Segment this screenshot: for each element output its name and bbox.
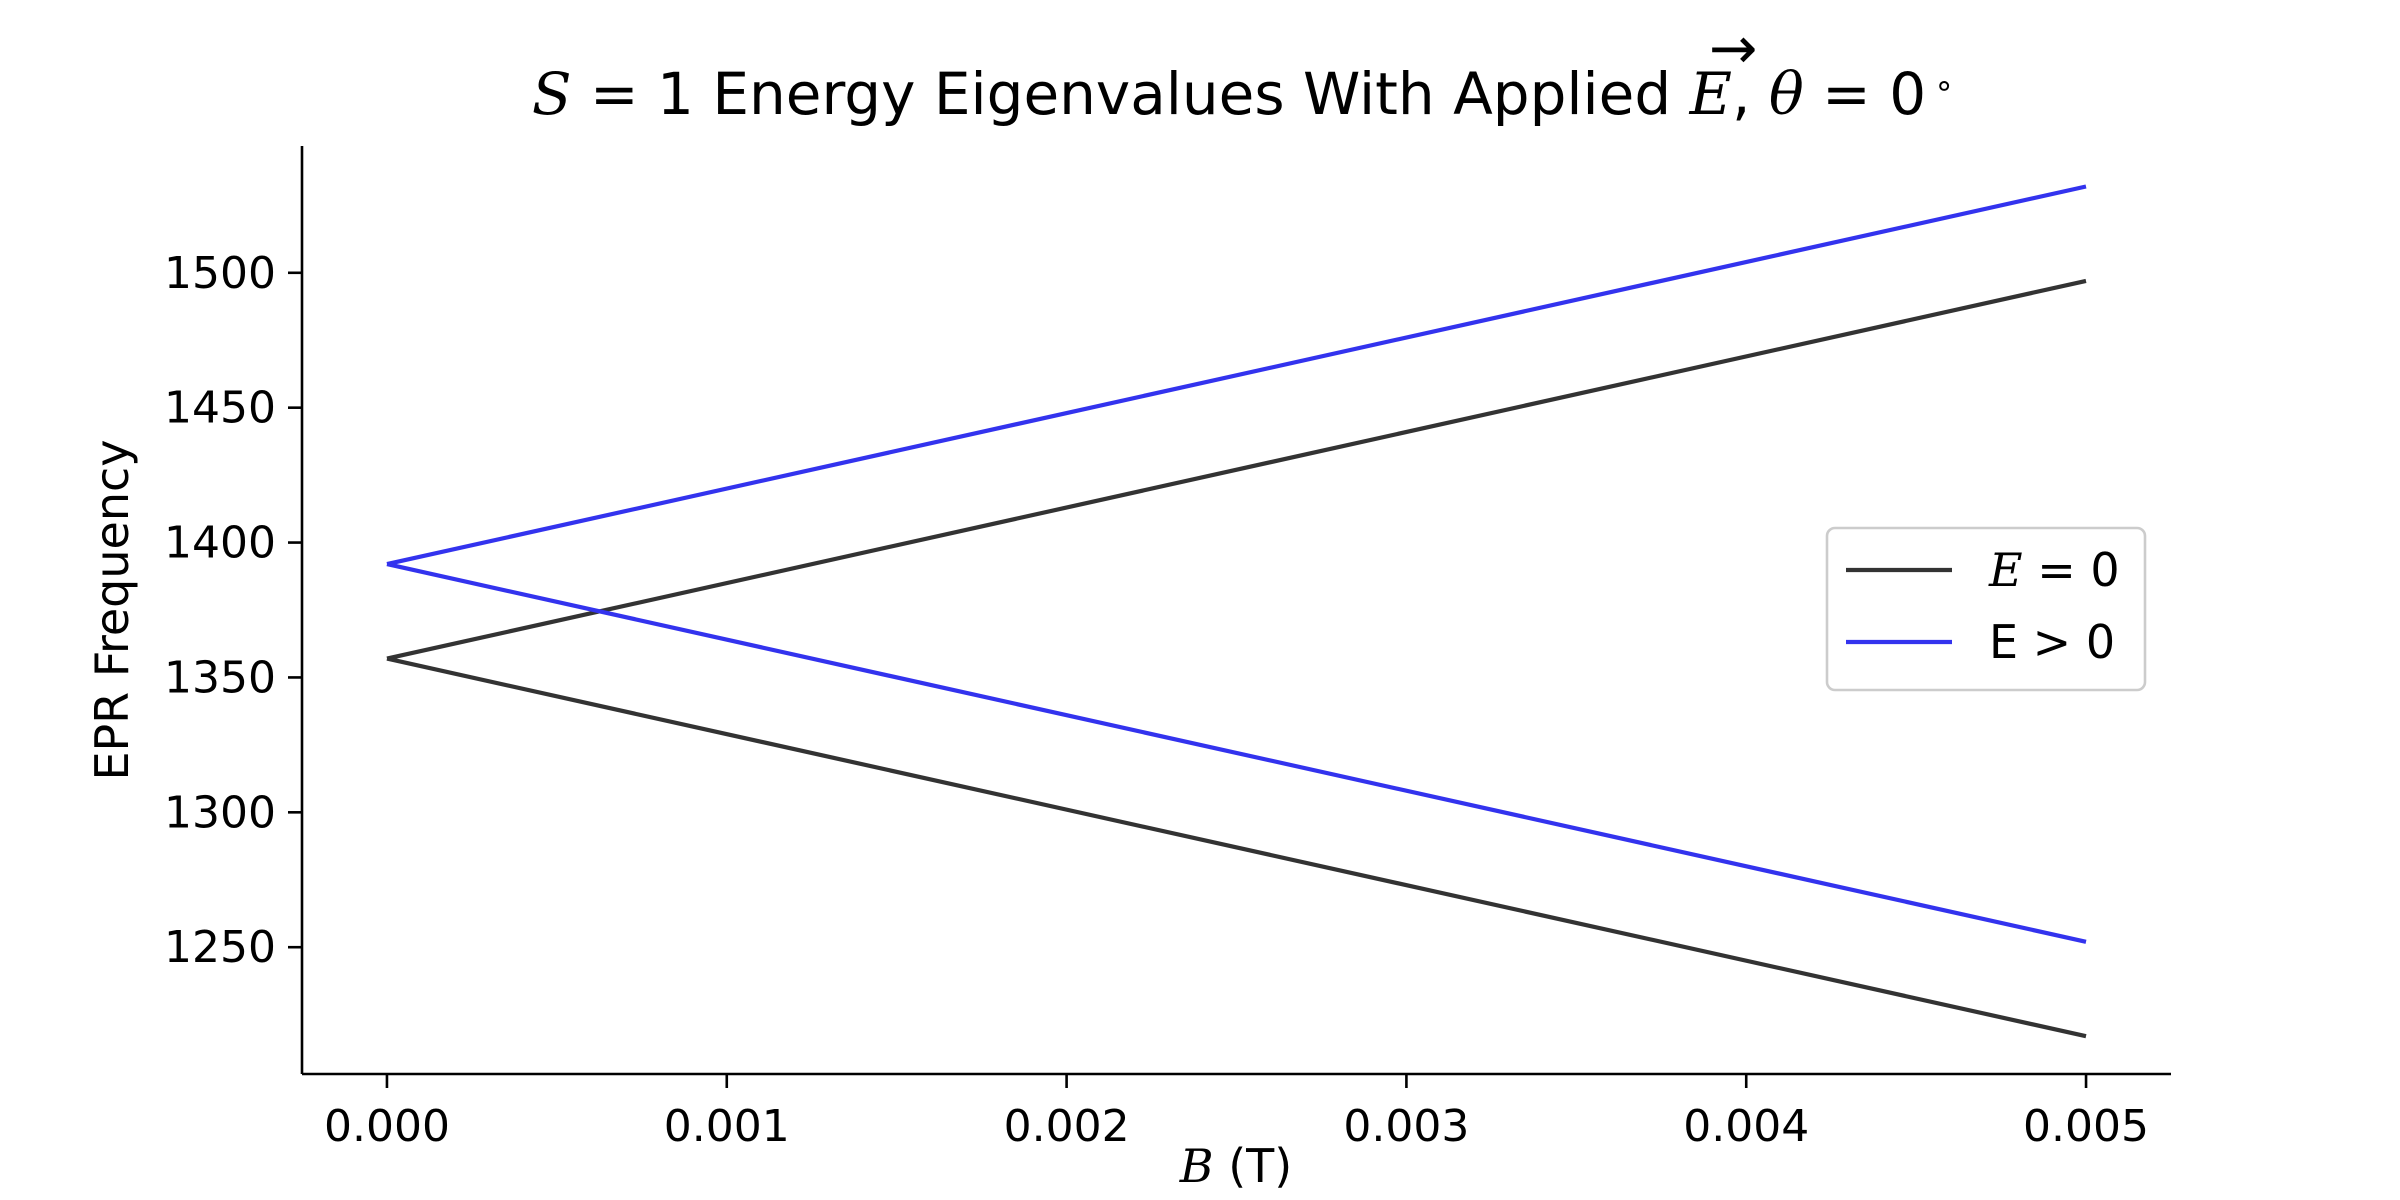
x-tick-label: 0.000 — [324, 1101, 450, 1152]
legend-label-e-zero: E = 0 — [1988, 543, 2120, 597]
legend-var: E — [1988, 543, 2023, 597]
title-field-arrow: → — [1709, 14, 1758, 82]
title-field-var: E — [1689, 60, 1732, 128]
y-tick-label: 1500 — [164, 248, 276, 299]
legend-label-e-positive: E > 0 — [1989, 615, 2115, 669]
x-tick-label: 0.001 — [664, 1101, 790, 1152]
x-tick-label: 0.002 — [1004, 1101, 1130, 1152]
series-lines — [386, 184, 2087, 1039]
y-axis-label: EPR Frequency — [85, 439, 139, 780]
y-tick-label: 1300 — [164, 787, 276, 838]
y-tick-label: 1350 — [164, 652, 276, 703]
x-axis-var: B — [1179, 1139, 1214, 1193]
title-text: = 1 Energy Eigenvalues With Applied — [572, 60, 1690, 128]
x-tick-label: 0.003 — [1343, 1101, 1469, 1152]
title-angle-value: = 0 — [1804, 60, 1926, 128]
y-tick-label: 1400 — [164, 518, 276, 569]
y-tick-label: 1250 — [164, 922, 276, 973]
y-ticks: 1250 1300 1350 1400 1450 1500 — [164, 248, 302, 973]
title-angle-var: θ — [1769, 60, 1804, 128]
series-line-e-zero-upper — [386, 278, 2087, 661]
x-axis-unit: (T) — [1214, 1139, 1293, 1193]
x-axis-label: B (T) — [1179, 1139, 1292, 1193]
title-separator: , — [1732, 60, 1769, 128]
x-tick-label: 0.004 — [1683, 1101, 1809, 1152]
legend: E = 0 E > 0 — [1825, 526, 2147, 692]
title-spin-var: S — [532, 60, 572, 128]
x-ticks: 0.000 0.001 0.002 0.003 0.004 0.005 — [324, 1074, 2149, 1152]
x-tick-label: 0.005 — [2023, 1101, 2149, 1152]
title-degree: ∘ — [1934, 66, 1954, 104]
series-line-e-positive-lower — [386, 562, 2087, 944]
series-line-e-positive-upper — [386, 184, 2087, 567]
y-tick-label: 1450 — [164, 383, 276, 434]
chart-title: S = 1 Energy Eigenvalues With Applied E,… — [532, 60, 1954, 128]
legend-rest: = 0 — [2023, 543, 2120, 597]
series-line-e-zero-lower — [386, 656, 2087, 1039]
